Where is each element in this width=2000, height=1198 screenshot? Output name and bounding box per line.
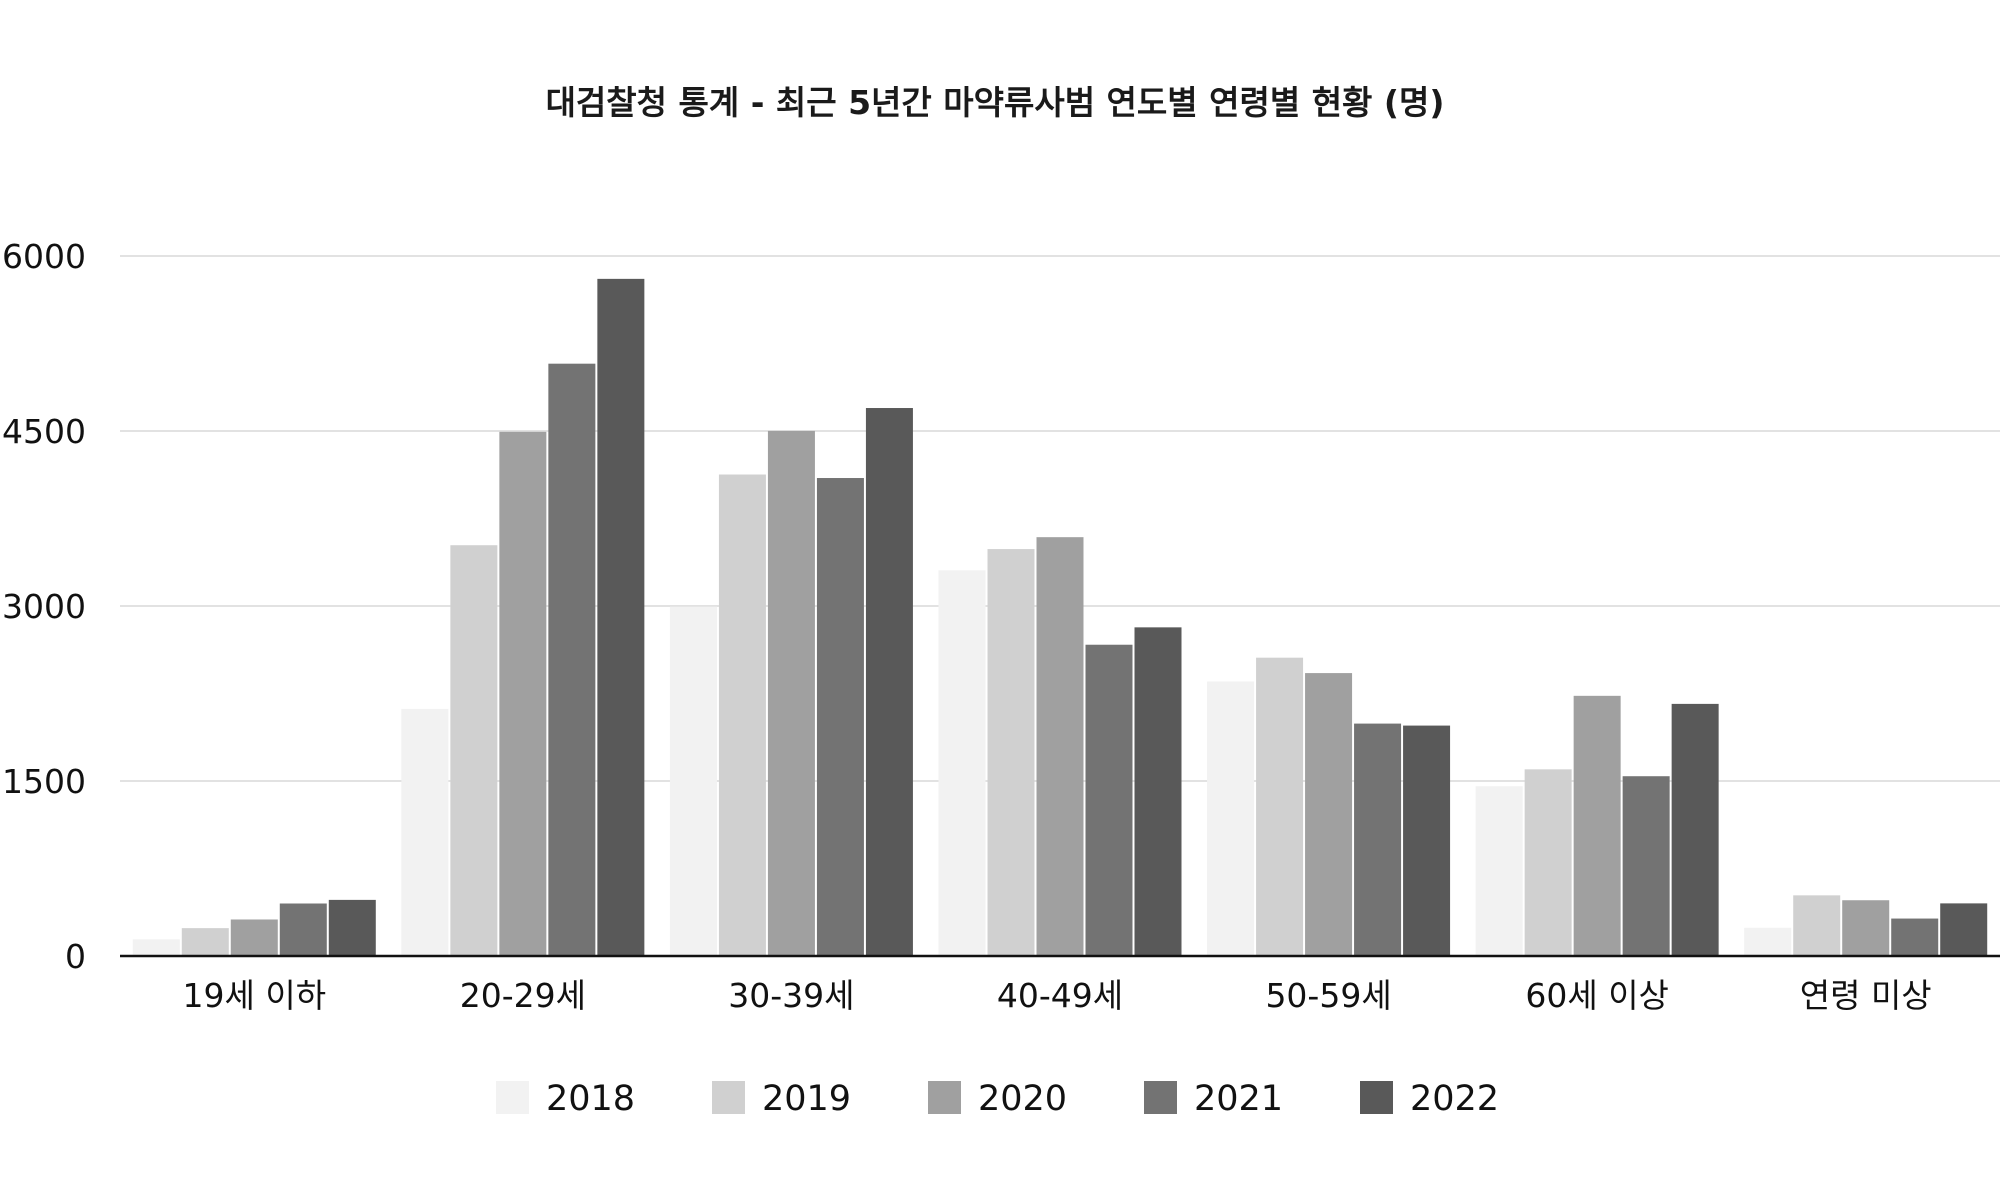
legend-swatch bbox=[496, 1081, 529, 1114]
y-tick-label: 6000 bbox=[2, 237, 86, 276]
bar bbox=[1134, 627, 1182, 956]
bar bbox=[1207, 681, 1255, 956]
bar bbox=[1842, 900, 1890, 956]
legend-label: 2019 bbox=[762, 1079, 851, 1119]
x-tick-label: 60세 이상 bbox=[1525, 976, 1669, 1015]
bar bbox=[1305, 673, 1353, 956]
bar bbox=[328, 899, 376, 956]
legend-label: 2020 bbox=[978, 1079, 1067, 1119]
bar bbox=[816, 478, 864, 956]
bar bbox=[1744, 927, 1792, 956]
y-tick-label: 3000 bbox=[2, 587, 86, 626]
legend: 2018 2019 2020 2021 2022 bbox=[496, 1079, 1499, 1119]
bar bbox=[1524, 769, 1572, 956]
legend-label: 2022 bbox=[1410, 1079, 1499, 1119]
legend-swatch bbox=[928, 1081, 961, 1114]
x-tick-label: 30-39세 bbox=[728, 976, 854, 1015]
bar bbox=[1354, 723, 1402, 956]
bar bbox=[1940, 903, 1988, 956]
bar bbox=[669, 606, 717, 956]
x-tick-label: 연령 미상 bbox=[1800, 976, 1932, 1015]
x-tick-label: 20-29세 bbox=[460, 976, 586, 1015]
bar bbox=[1891, 918, 1939, 956]
bar bbox=[1622, 776, 1670, 956]
legend-swatch bbox=[712, 1081, 745, 1114]
bar bbox=[279, 903, 327, 956]
bar bbox=[865, 408, 913, 956]
legend-swatch bbox=[1144, 1081, 1177, 1114]
bar bbox=[1793, 895, 1841, 956]
bar bbox=[987, 549, 1035, 956]
bar bbox=[718, 474, 766, 956]
legend-label: 2021 bbox=[1194, 1079, 1283, 1119]
x-tick-label: 19세 이하 bbox=[183, 976, 327, 1015]
bar bbox=[1085, 644, 1133, 956]
bar bbox=[401, 708, 449, 956]
y-tick-label: 0 bbox=[65, 937, 86, 976]
legend-label: 2018 bbox=[546, 1079, 635, 1119]
bar bbox=[548, 363, 596, 956]
bar bbox=[1036, 537, 1084, 956]
x-tick-label: 40-49세 bbox=[997, 976, 1123, 1015]
y-tick-label: 1500 bbox=[2, 762, 86, 801]
bar bbox=[230, 919, 278, 956]
bar bbox=[1475, 786, 1523, 956]
y-axis-ticks: 0 1500 3000 4500 6000 bbox=[2, 237, 86, 976]
bar bbox=[767, 430, 815, 957]
x-tick-label: 50-59세 bbox=[1265, 976, 1391, 1015]
bar bbox=[938, 570, 986, 956]
bar bbox=[450, 545, 498, 956]
y-tick-label: 4500 bbox=[2, 412, 86, 451]
bar bbox=[597, 278, 645, 956]
bar bbox=[1256, 657, 1304, 956]
legend-swatch bbox=[1360, 1081, 1393, 1114]
bar bbox=[1671, 703, 1719, 956]
bar bbox=[181, 928, 229, 956]
bar bbox=[132, 939, 180, 956]
chart-title: 대검찰청 통계 - 최근 5년간 마약류사범 연도별 연령별 현황 (명) bbox=[546, 83, 1445, 122]
bar bbox=[1403, 725, 1451, 956]
bar bbox=[1573, 695, 1621, 956]
bar bbox=[499, 431, 547, 957]
bars bbox=[132, 278, 1988, 957]
x-axis: 19세 이하 20-29세 30-39세 40-49세 50-59세 60세 이상 연령 미… bbox=[120, 954, 2000, 1015]
